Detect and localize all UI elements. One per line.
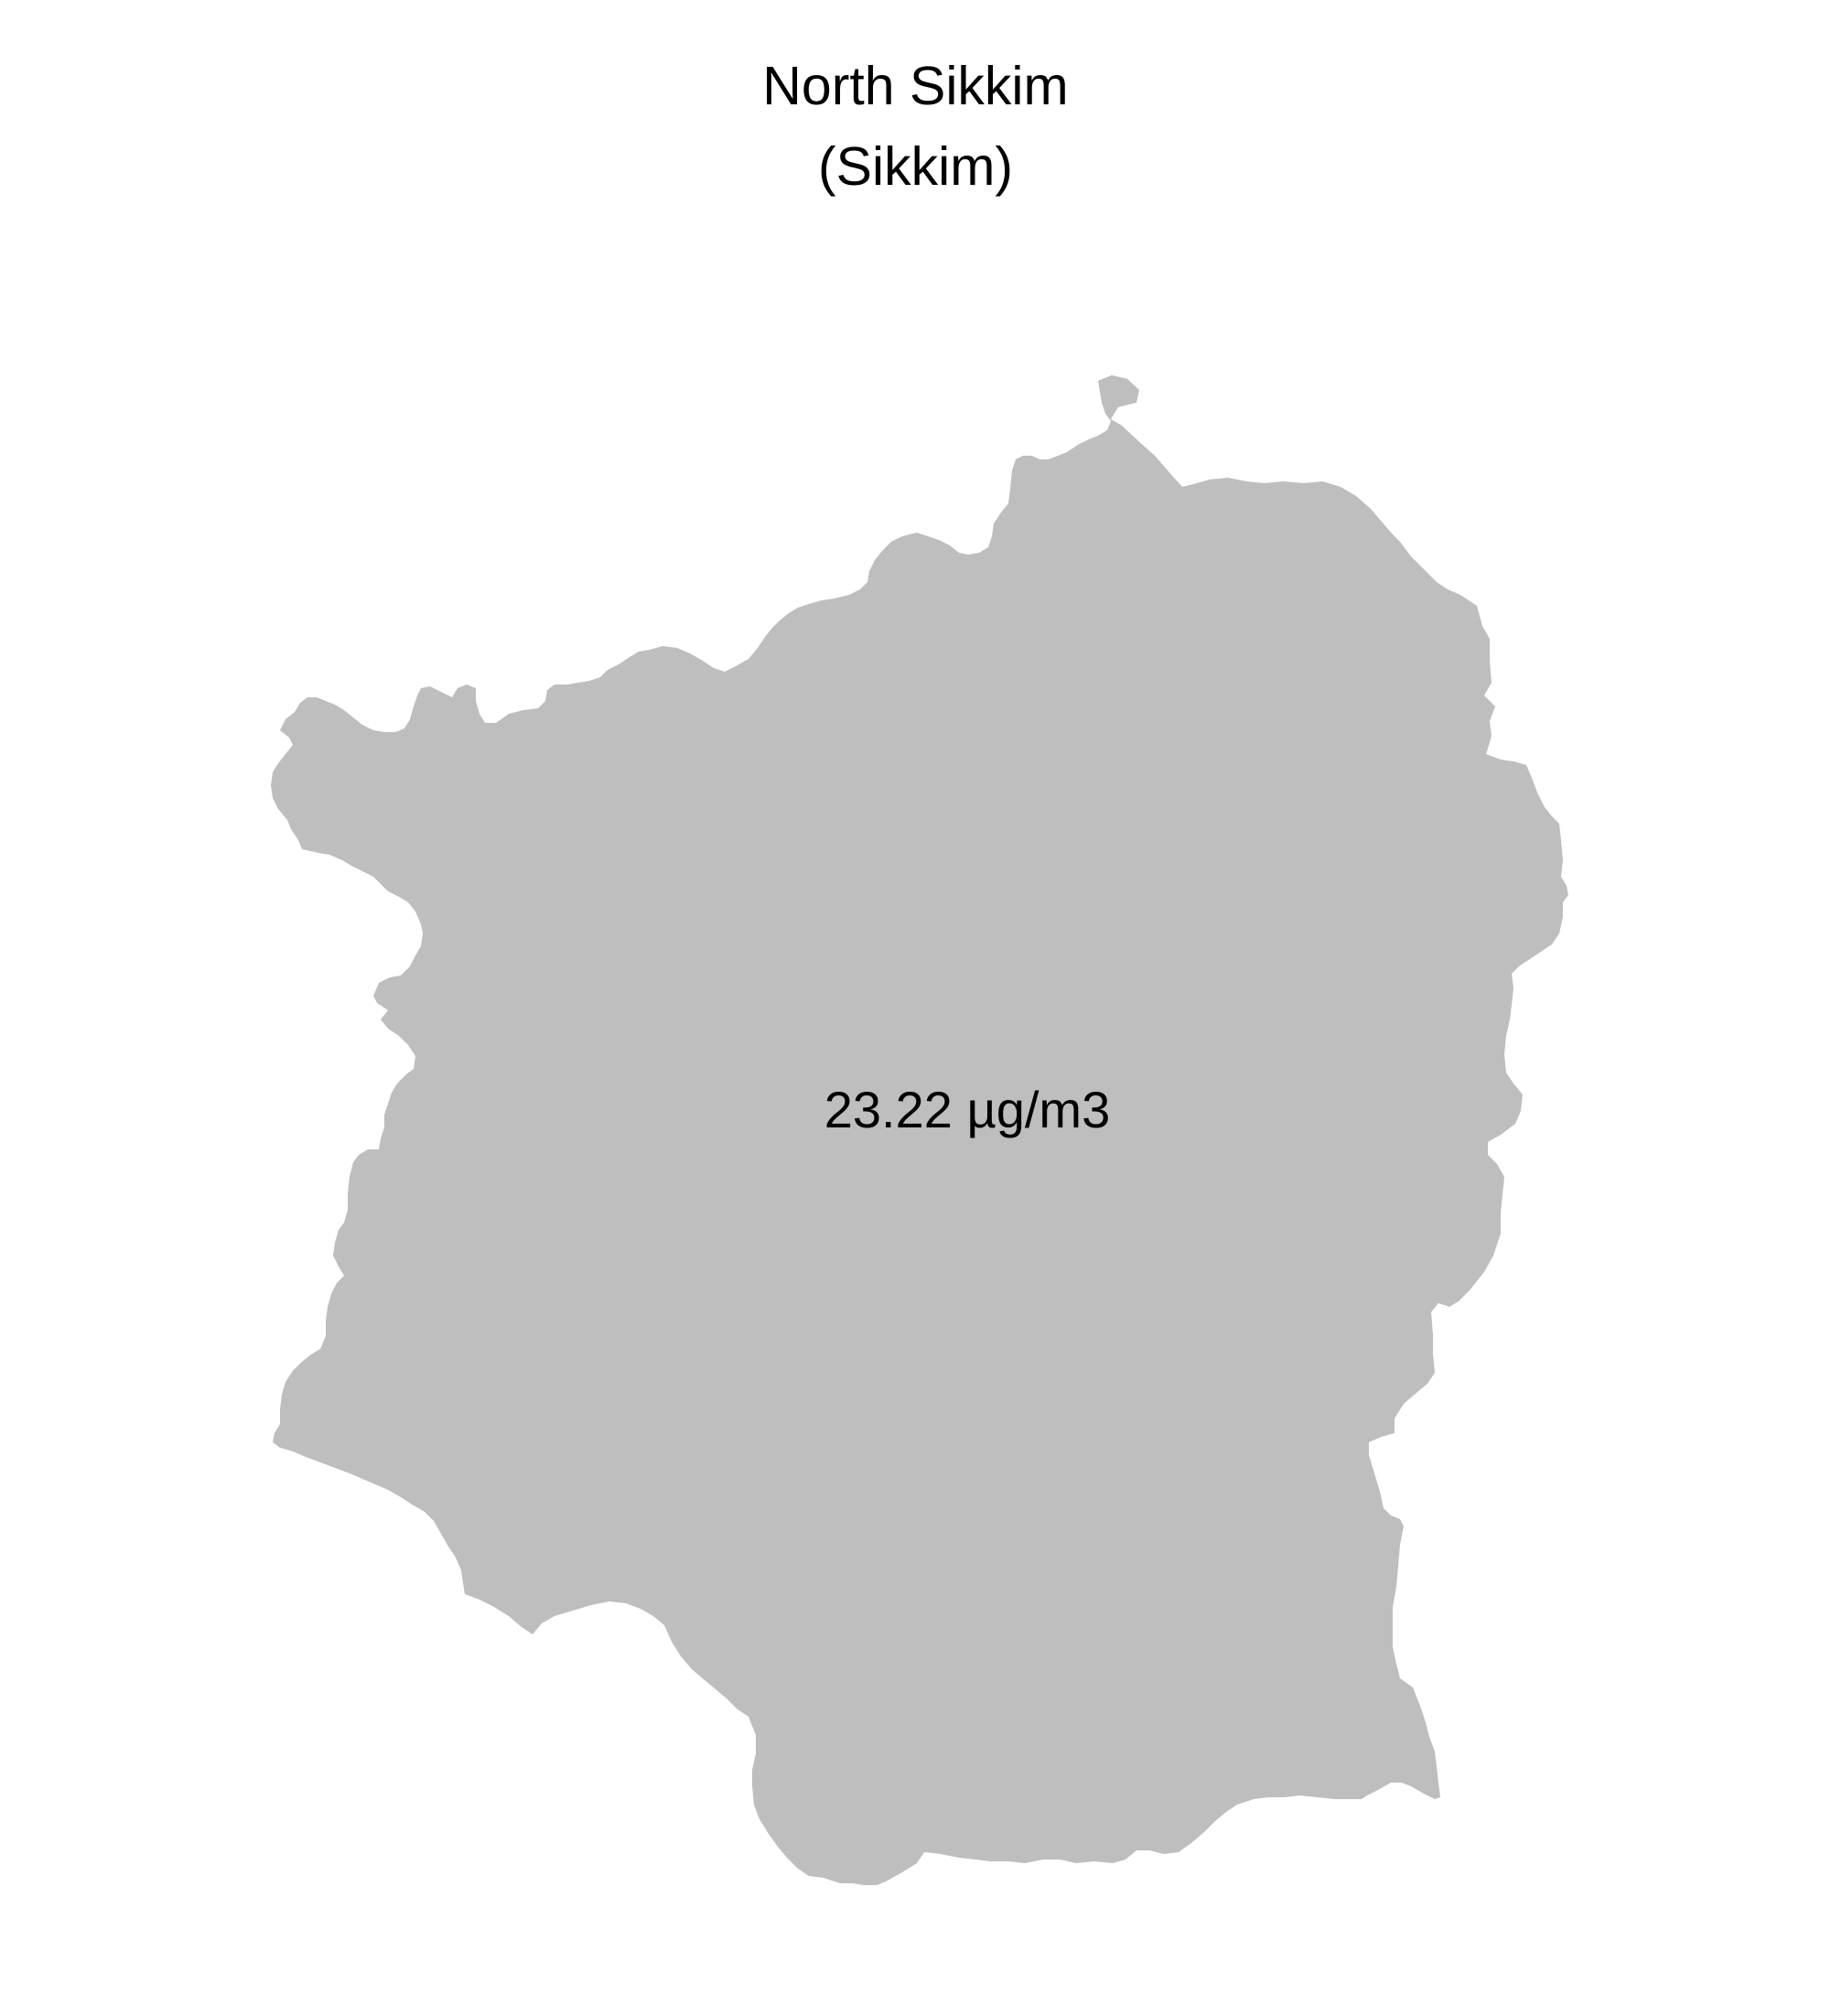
state-name: (Sikkim) xyxy=(817,136,1013,197)
map-title: North Sikkim (Sikkim) xyxy=(0,46,1831,207)
district-value-label: 23.22 µg/m3 xyxy=(824,1081,1111,1138)
district-name: North Sikkim xyxy=(762,56,1069,116)
district-shape xyxy=(271,375,1568,1885)
